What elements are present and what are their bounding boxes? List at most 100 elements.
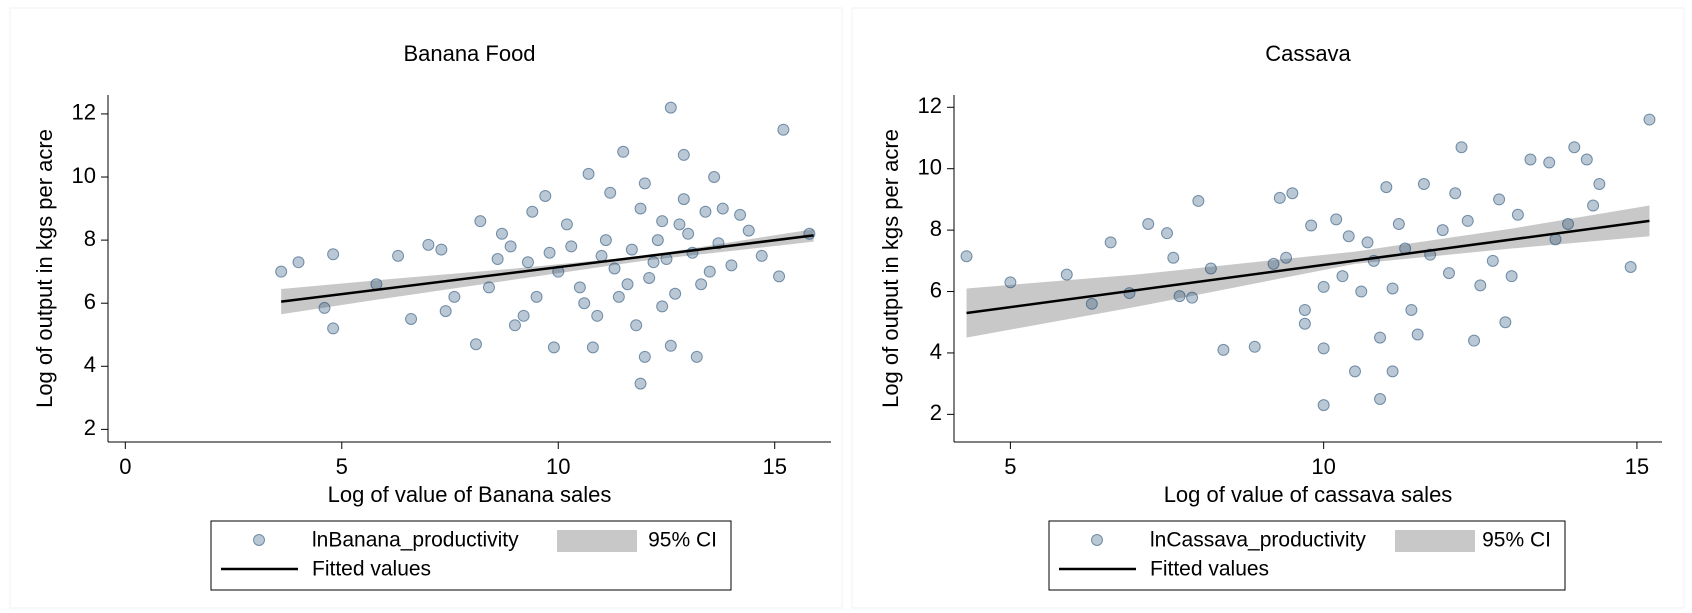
point — [435, 243, 448, 256]
point — [673, 218, 686, 231]
point — [1298, 303, 1311, 316]
legend-label: 95% CI — [1482, 529, 1551, 552]
point — [599, 234, 612, 247]
point — [1405, 303, 1418, 316]
point — [1374, 393, 1387, 406]
point — [543, 246, 556, 259]
point — [604, 186, 617, 199]
x-tick-label: 0 — [119, 454, 131, 479]
y-axis-label: Log of output in kgs per acre — [878, 129, 903, 408]
point — [1549, 233, 1562, 246]
x-tick-label: 5 — [336, 454, 348, 479]
point — [1273, 191, 1286, 204]
point — [960, 250, 973, 263]
y-tick-label: 4 — [930, 339, 942, 364]
point — [777, 123, 790, 136]
point — [495, 227, 508, 240]
point — [327, 248, 340, 261]
point — [573, 281, 586, 294]
point — [716, 202, 729, 215]
point — [638, 177, 651, 190]
point — [677, 193, 690, 206]
point — [1449, 187, 1462, 200]
point — [1442, 267, 1455, 280]
point — [690, 350, 703, 363]
legend-symbol — [1395, 530, 1475, 552]
point — [439, 305, 452, 318]
legend-symbol — [253, 534, 265, 546]
point — [634, 202, 647, 215]
point — [656, 300, 669, 313]
point — [469, 338, 482, 351]
point — [1493, 193, 1506, 206]
point — [1411, 328, 1424, 341]
point — [578, 297, 591, 310]
x-tick-label: 10 — [546, 454, 570, 479]
point — [1186, 291, 1199, 304]
point — [1104, 236, 1117, 249]
point — [1593, 178, 1606, 191]
point — [612, 290, 625, 303]
point — [1142, 217, 1155, 230]
x-tick-label: 10 — [1311, 454, 1335, 479]
point — [422, 238, 435, 251]
point — [1192, 194, 1205, 207]
point — [508, 319, 521, 332]
point — [1455, 141, 1468, 154]
point — [664, 101, 677, 114]
point — [647, 256, 660, 269]
x-axis-label: Log of value of Banana sales — [328, 482, 612, 507]
point — [547, 341, 560, 354]
point — [1468, 334, 1481, 347]
legend-box — [1048, 520, 1566, 591]
point — [1173, 290, 1186, 303]
point — [1587, 199, 1600, 212]
point — [1562, 217, 1575, 230]
point — [1330, 213, 1343, 226]
point — [1060, 268, 1073, 281]
point — [742, 224, 755, 237]
x-tick-label: 15 — [1625, 454, 1649, 479]
point — [625, 243, 638, 256]
point — [582, 167, 595, 180]
point — [1511, 208, 1524, 221]
point — [1436, 224, 1449, 237]
point — [1474, 279, 1487, 292]
point — [474, 215, 487, 228]
point — [1543, 156, 1556, 169]
point — [699, 205, 712, 218]
y-axis-label: Log of output in kgs per acre — [32, 129, 57, 408]
point — [695, 278, 708, 291]
point — [664, 339, 677, 352]
panel — [9, 7, 843, 609]
chart-title: Banana Food — [403, 41, 535, 66]
point — [1161, 227, 1174, 240]
point — [275, 265, 288, 278]
y-tick-label: 12 — [72, 100, 96, 125]
y-tick-label: 2 — [930, 400, 942, 425]
point — [630, 319, 643, 332]
point — [1317, 399, 1330, 412]
legend-label: lnBanana_productivity — [312, 529, 519, 552]
point — [1386, 282, 1399, 295]
fit-line — [966, 219, 1650, 315]
point — [448, 290, 461, 303]
point — [1386, 365, 1399, 378]
y-tick-label: 4 — [84, 352, 96, 377]
point — [292, 256, 305, 269]
point — [1486, 254, 1499, 267]
point — [491, 253, 504, 266]
point — [773, 270, 786, 283]
point — [1204, 262, 1217, 275]
y-tick-label: 6 — [930, 277, 942, 302]
point — [405, 312, 418, 325]
point — [608, 262, 621, 275]
point — [526, 205, 539, 218]
point — [669, 287, 682, 300]
point — [482, 281, 495, 294]
point — [651, 234, 664, 247]
legend-label: Fitted values — [312, 558, 431, 581]
point — [392, 249, 405, 262]
point — [1624, 260, 1637, 273]
